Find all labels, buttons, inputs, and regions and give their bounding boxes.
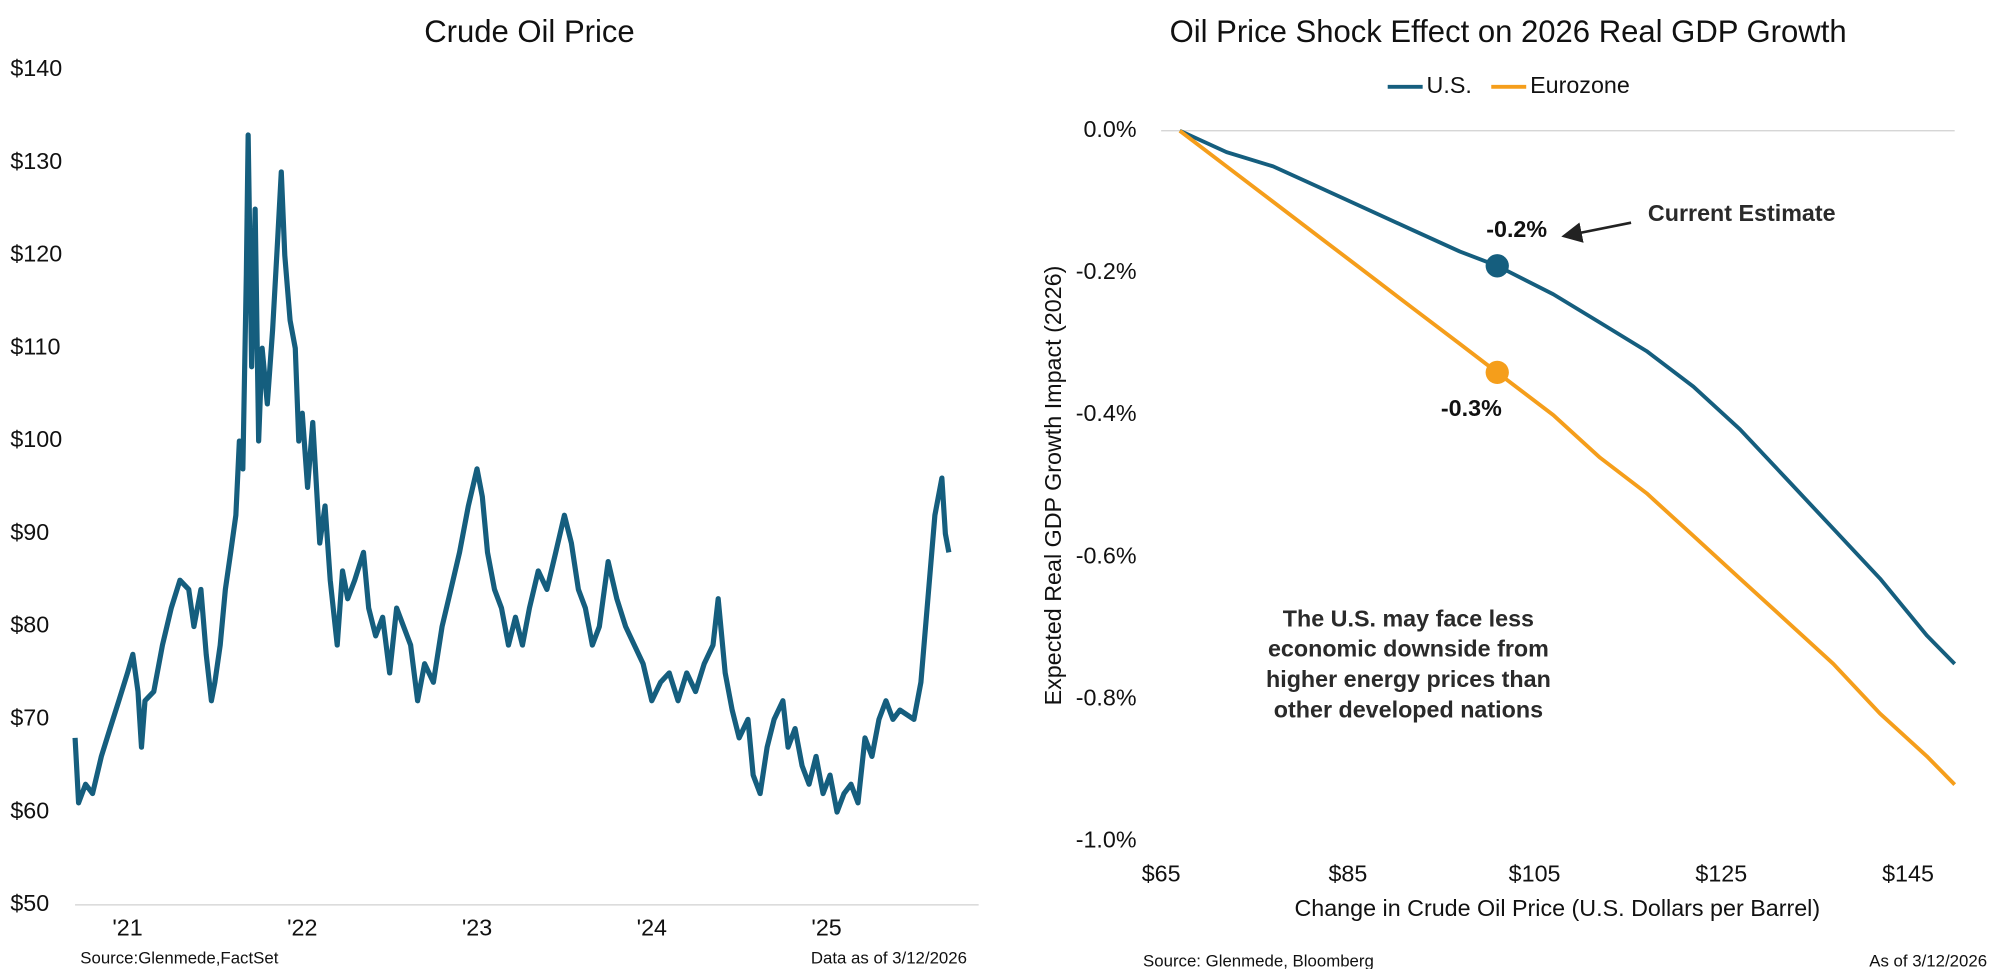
chart-title: Crude Oil Price [424, 14, 635, 49]
line [1178, 129, 1957, 666]
callout: Current Estimate [1648, 200, 1836, 226]
x-tick-label: $85 [1328, 860, 1367, 886]
y-tick-label: -0.2% [1076, 258, 1137, 284]
value-label: -0.2% [1486, 216, 1547, 242]
legend-label: Eurozone [1530, 72, 1630, 98]
marker [1485, 254, 1509, 278]
x-tick-label: '25 [811, 915, 841, 941]
source: Source:Glenmede,FactSet [80, 949, 278, 968]
y-tick-label: $50 [10, 890, 49, 916]
y-tick-label: $130 [10, 148, 62, 174]
y-tick-label: $120 [10, 241, 62, 267]
x-tick-label: '22 [287, 915, 317, 941]
line [72, 132, 952, 815]
x-tick-label: $65 [1142, 860, 1181, 886]
y-tick-label: $140 [10, 55, 62, 81]
y-tick-label: $90 [10, 519, 49, 545]
callout-arrow [1561, 221, 1632, 243]
y-tick-label: 0.0% [1083, 116, 1136, 142]
y-tick-label: -0.6% [1076, 542, 1137, 568]
x-tick-label: $105 [1509, 860, 1561, 886]
x-tick-label: '23 [462, 915, 492, 941]
y-tick-label: -0.4% [1076, 400, 1137, 426]
y-tick-label: $60 [10, 797, 49, 823]
y-tick-label: -0.8% [1076, 684, 1137, 710]
x-tick-label: '24 [637, 915, 667, 941]
x-tick-label: $145 [1882, 860, 1934, 886]
annotation: The U.S. may face less [1283, 605, 1534, 631]
y-tick-label: -1.0% [1076, 827, 1137, 853]
chart-title: Oil Price Shock Effect on 2026 Real GDP … [1170, 14, 1847, 49]
annotation: higher energy prices than [1266, 666, 1551, 692]
annotation: economic downside from [1268, 636, 1549, 662]
value-label: -0.3% [1441, 395, 1502, 421]
source: Source: Glenmede, Bloomberg [1143, 951, 1374, 969]
y-tick-label: $100 [10, 426, 62, 452]
x-axis-title: Change in Crude Oil Price (U.S. Dollars … [1294, 895, 1820, 921]
y-tick-label: $70 [10, 704, 49, 730]
x-tick-label: '21 [112, 915, 142, 941]
x-tick-label: $125 [1695, 860, 1747, 886]
note: As of 3/12/2026 [1869, 951, 1987, 969]
annotation: other developed nations [1274, 697, 1543, 723]
line [1178, 129, 1957, 786]
marker [1485, 360, 1509, 385]
note: Data as of 3/12/2026 [811, 949, 967, 968]
y-tick-label: $80 [10, 612, 49, 638]
legend-label: U.S. [1427, 72, 1472, 98]
y-tick-label: $110 [10, 333, 60, 359]
y-axis-title: Expected Real GDP Growth Impact (2026) [1040, 266, 1066, 706]
